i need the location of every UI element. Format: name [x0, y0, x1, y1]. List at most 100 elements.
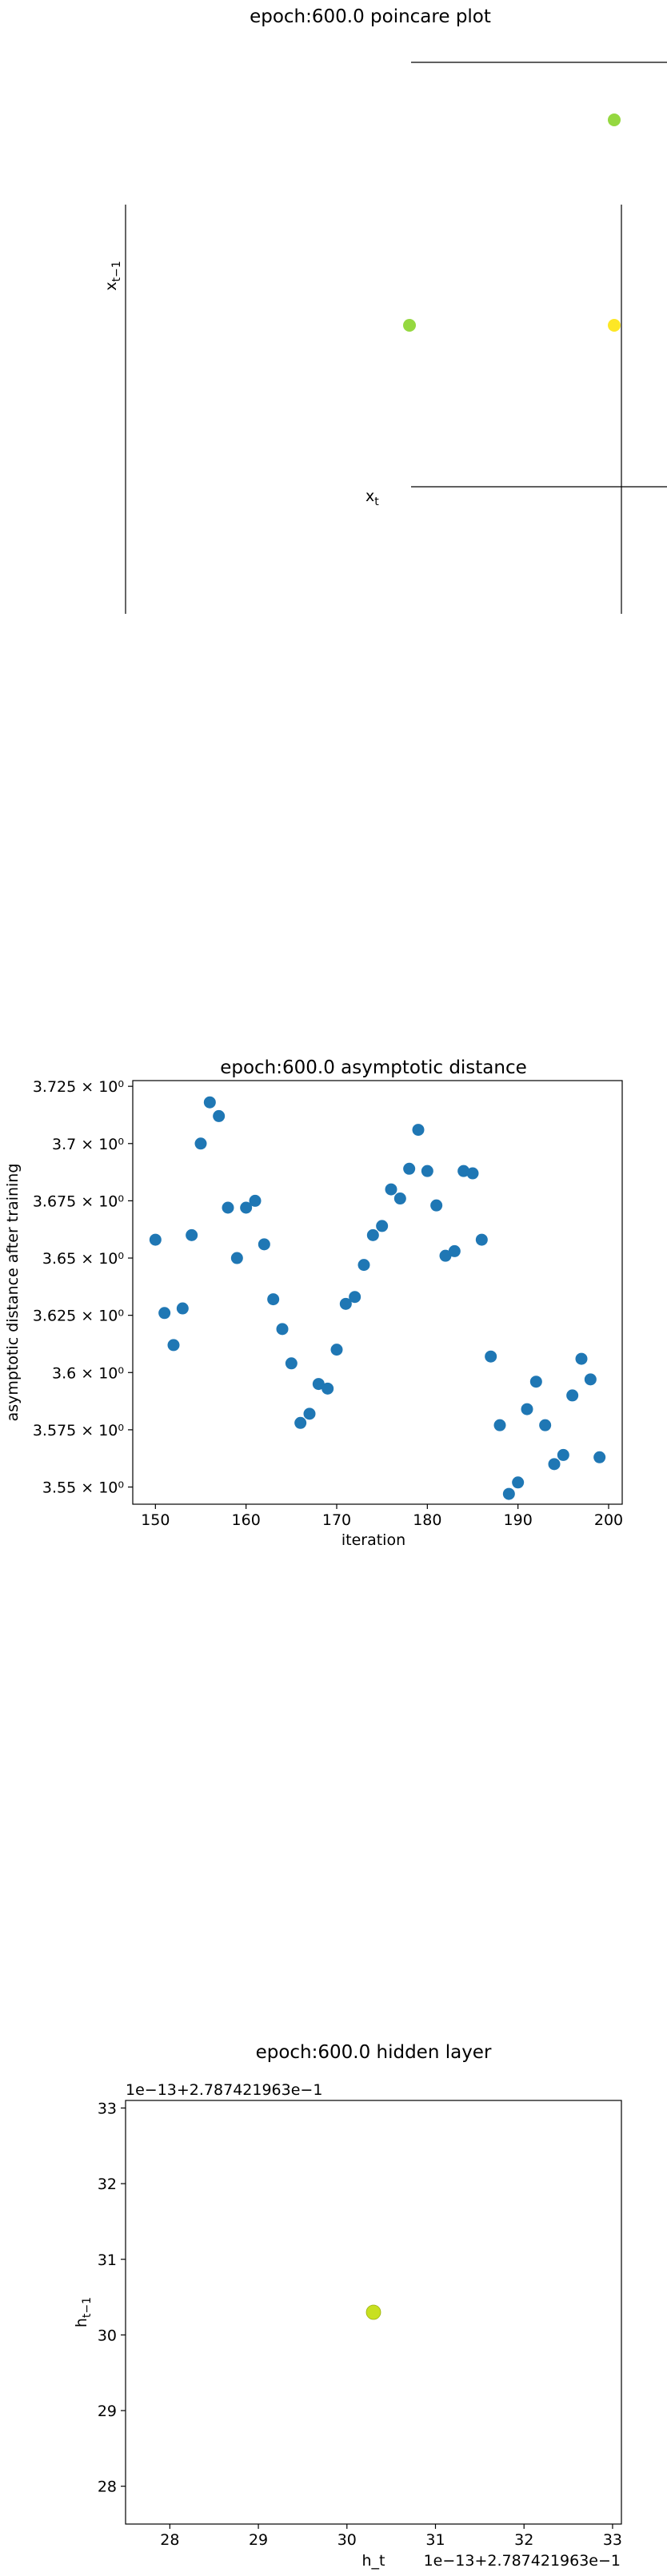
asymptotic-point	[240, 1201, 253, 1214]
asymptotic-point	[267, 1293, 280, 1306]
asymptotic-point	[557, 1448, 569, 1461]
asymptotic-point	[285, 1357, 298, 1370]
asymptotic-title: epoch:600.0 asymptotic distance	[220, 1057, 527, 1078]
asymptotic-point	[186, 1228, 198, 1241]
poincare-ylabel: xt−1	[102, 261, 123, 290]
poincare-xlabel: xt	[365, 488, 379, 508]
hidden-title: epoch:600.0 hidden layer	[256, 2042, 492, 2063]
asymptotic-point	[176, 1302, 189, 1315]
hidden-x-tick-label: 31	[425, 2531, 445, 2549]
asymptotic-point	[539, 1419, 552, 1431]
asymptotic-x-tick-label: 200	[594, 1511, 623, 1529]
hidden-y-tick-label: 32	[98, 2176, 117, 2193]
asymptotic-point	[339, 1297, 352, 1310]
asymptotic-point	[276, 1323, 289, 1336]
asymptotic-y-tick-label: 3.725 × 10⁰	[33, 1078, 124, 1096]
asymptotic-point	[322, 1382, 334, 1395]
poincare-point	[403, 319, 416, 332]
asymptotic-point	[403, 1162, 416, 1175]
asymptotic-xlabel: iteration	[341, 1531, 405, 1549]
asymptotic-y-tick-label: 3.6 × 10⁰	[52, 1364, 124, 1382]
asymptotic-x-tick-label: 160	[232, 1511, 261, 1529]
asymptotic-point	[149, 1233, 162, 1246]
asymptotic-point	[222, 1201, 234, 1214]
asymptotic-point	[529, 1376, 542, 1388]
asymptotic-point	[249, 1194, 262, 1207]
asymptotic-point	[466, 1167, 479, 1180]
asymptotic-point	[167, 1339, 180, 1352]
hidden-point	[365, 2304, 381, 2320]
asymptotic-point	[258, 1238, 270, 1251]
asymptotic-point	[194, 1137, 207, 1150]
asymptotic-point	[294, 1416, 307, 1429]
hidden-y-offset-text: 1e−13+2.787421963e−1	[126, 2081, 322, 2099]
asymptotic-point	[566, 1389, 579, 1402]
poincare-title: epoch:600.0 poincare plot	[250, 6, 491, 27]
asymptotic-point	[349, 1291, 361, 1304]
hidden-ylabel: ht−1	[73, 2297, 94, 2327]
asymptotic-point	[393, 1192, 406, 1205]
asymptotic-point	[230, 1252, 243, 1264]
asymptotic-point	[430, 1199, 443, 1212]
asymptotic-point	[385, 1183, 397, 1196]
asymptotic-point	[493, 1419, 506, 1431]
hidden-x-ticks: 28 29 30 31 32 33	[160, 2524, 622, 2549]
asymptotic-point	[303, 1407, 316, 1420]
asymptotic-point	[312, 1378, 325, 1391]
asymptotic-point	[457, 1165, 470, 1177]
asymptotic-point	[485, 1350, 497, 1363]
asymptotic-y-tick-label: 3.7 × 10⁰	[52, 1136, 124, 1153]
asymptotic-point	[421, 1165, 433, 1177]
poincare-point	[608, 319, 621, 332]
asymptotic-point	[448, 1244, 461, 1257]
hidden-x-tick-label: 29	[249, 2531, 268, 2549]
hidden-points	[365, 2304, 381, 2320]
asymptotic-point	[376, 1220, 389, 1232]
hidden-layer-chart: epoch:600.0 hidden layer 1e−13+2.7874219…	[73, 2042, 622, 2570]
asymptotic-y-tick-label: 3.575 × 10⁰	[33, 1422, 124, 1439]
hidden-x-tick-label: 28	[160, 2531, 179, 2549]
asymptotic-x-tick-label: 190	[504, 1511, 533, 1529]
hidden-y-tick-label: 30	[98, 2327, 117, 2344]
asymptotic-point	[412, 1124, 425, 1137]
poincare-chart: epoch:600.0 poincare plot xt−1 xt	[102, 6, 667, 614]
hidden-x-tick-label: 32	[514, 2531, 533, 2549]
asymptotic-y-tick-label: 3.675 × 10⁰	[33, 1192, 124, 1210]
asymptotic-points	[149, 1096, 606, 1500]
asymptotic-point	[521, 1403, 533, 1415]
poincare-points	[403, 113, 621, 332]
asymptotic-point	[330, 1344, 343, 1356]
asymptotic-chart: epoch:600.0 asymptotic distance 3.55 × 1…	[4, 1057, 623, 1549]
asymptotic-point	[548, 1458, 561, 1471]
hidden-x-tick-label: 33	[603, 2531, 622, 2549]
poincare-point	[608, 113, 621, 126]
asymptotic-y-ticks: 3.55 × 10⁰ 3.575 × 10⁰ 3.6 × 10⁰ 3.625 × 10…	[33, 1078, 133, 1497]
asymptotic-point	[584, 1373, 597, 1386]
hidden-y-tick-label: 33	[98, 2100, 117, 2117]
asymptotic-point	[575, 1352, 588, 1365]
hidden-y-ticks: 28 29 30 31 32 33	[98, 2100, 126, 2496]
asymptotic-point	[475, 1233, 488, 1246]
asymptotic-point	[593, 1451, 606, 1463]
hidden-y-tick-label: 28	[98, 2478, 117, 2496]
asymptotic-point	[158, 1307, 171, 1320]
asymptotic-x-tick-label: 170	[322, 1511, 351, 1529]
asymptotic-point	[512, 1476, 525, 1489]
asymptotic-point	[213, 1109, 226, 1122]
hidden-x-tick-label: 30	[337, 2531, 357, 2549]
asymptotic-point	[439, 1249, 452, 1262]
asymptotic-x-ticks: 150 160 170 180 190 200	[141, 1504, 623, 1529]
asymptotic-point	[366, 1228, 379, 1241]
hidden-x-offset-text: 1e−13+2.787421963e−1	[424, 2552, 621, 2570]
asymptotic-point	[357, 1259, 370, 1272]
asymptotic-plot-frame	[132, 1080, 623, 1505]
hidden-xlabel: h_t	[362, 2552, 385, 2570]
hidden-y-tick-label: 31	[98, 2252, 117, 2269]
hidden-plot-frame	[125, 2100, 622, 2525]
asymptotic-x-tick-label: 180	[413, 1511, 441, 1529]
asymptotic-point	[502, 1487, 515, 1500]
asymptotic-x-tick-label: 150	[141, 1511, 170, 1529]
asymptotic-y-tick-label: 3.65 × 10⁰	[42, 1250, 124, 1268]
asymptotic-ylabel: asymptotic distance after training	[4, 1164, 22, 1422]
